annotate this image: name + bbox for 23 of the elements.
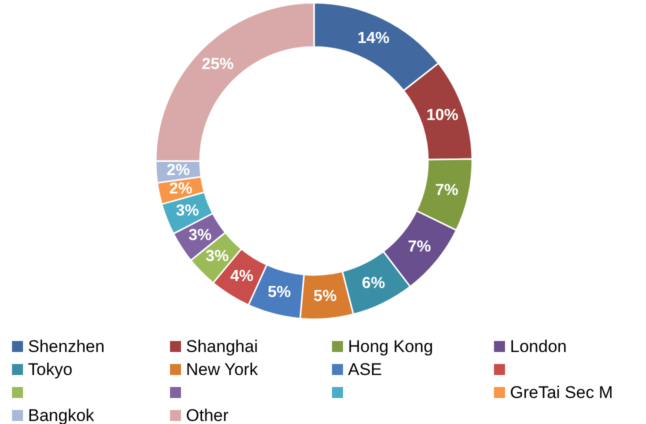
data-label: 3% xyxy=(176,202,200,220)
legend-label: Shenzhen xyxy=(28,336,105,357)
data-label: 7% xyxy=(435,182,458,200)
data-label: 3% xyxy=(206,248,229,266)
data-label: 2% xyxy=(166,162,190,179)
legend-label: Hong Kong xyxy=(348,336,434,357)
legend-label: Tokyo xyxy=(28,359,72,380)
data-label: 5% xyxy=(268,284,291,302)
data-label: 2% xyxy=(169,180,192,198)
legend-label: Shanghai xyxy=(186,336,258,357)
legend-label: ASE xyxy=(348,359,382,380)
data-label: 3% xyxy=(188,226,212,244)
legend-label: Other xyxy=(186,405,229,424)
data-label: 6% xyxy=(362,274,386,292)
legend-label: London xyxy=(510,336,567,357)
data-label: 14% xyxy=(357,30,390,47)
data-label: 25% xyxy=(202,56,234,74)
data-label: 10% xyxy=(426,107,458,124)
legend-label: GreTai Sec M xyxy=(510,382,613,403)
legend-label: New York xyxy=(186,359,258,380)
data-label: 4% xyxy=(230,268,254,285)
data-label: 5% xyxy=(314,288,337,306)
data-label: 7% xyxy=(408,238,431,256)
